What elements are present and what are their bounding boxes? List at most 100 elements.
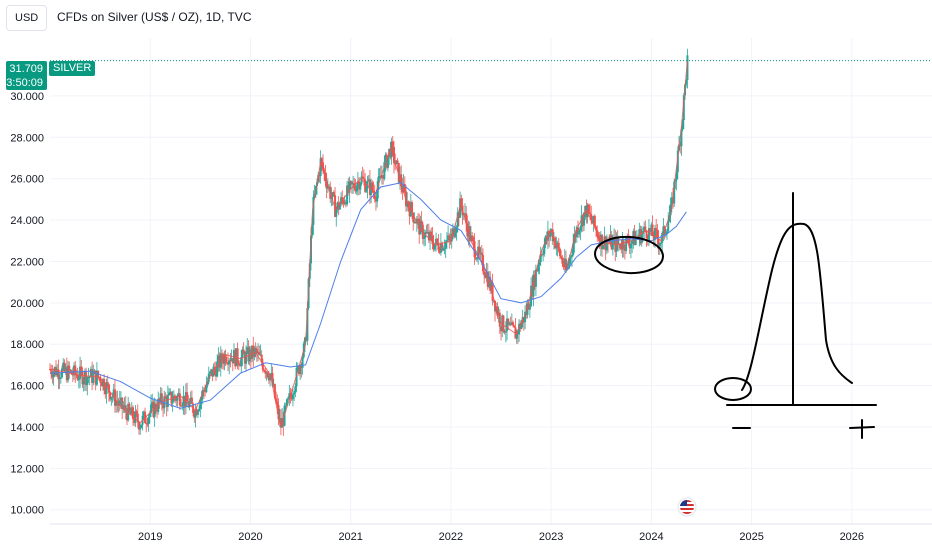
candle-body xyxy=(110,397,113,400)
candle-body xyxy=(607,242,610,244)
candle-body xyxy=(406,201,409,207)
candle-body xyxy=(584,205,587,213)
candle-body xyxy=(258,351,261,355)
candle-body xyxy=(225,362,228,364)
candle-body xyxy=(510,322,513,326)
candle-body xyxy=(455,227,458,233)
candle-body xyxy=(99,377,102,383)
candle-body xyxy=(107,384,110,393)
candle-body xyxy=(595,226,598,231)
candle-body xyxy=(489,277,492,291)
candle-body xyxy=(583,212,586,226)
candle-body xyxy=(267,377,270,381)
candle-body xyxy=(56,369,59,376)
candle-body xyxy=(442,248,445,251)
candle-body xyxy=(340,197,343,205)
candle-body xyxy=(323,169,326,173)
candle-body xyxy=(449,238,452,242)
candle-body xyxy=(412,212,415,223)
candle-body xyxy=(520,322,523,329)
candle-body xyxy=(433,244,436,250)
candle-body xyxy=(589,212,592,215)
candle-body xyxy=(92,373,95,383)
candle-body xyxy=(391,141,394,147)
candle-body xyxy=(403,183,406,192)
candle-body xyxy=(413,221,416,223)
candle-body xyxy=(52,371,55,378)
candle-body xyxy=(569,256,572,258)
candle-body xyxy=(580,215,583,227)
us-flag-icon[interactable] xyxy=(677,497,697,517)
candle-body xyxy=(69,370,72,372)
candle-body xyxy=(367,179,370,181)
candle-body xyxy=(628,243,631,249)
candle-body xyxy=(469,235,472,241)
candle-body xyxy=(130,407,133,415)
candle-body xyxy=(199,400,202,409)
candle-body xyxy=(680,129,683,147)
candle-body xyxy=(164,396,167,399)
candle-body xyxy=(272,384,275,386)
candle-body xyxy=(346,185,349,205)
candle-body xyxy=(439,243,442,253)
candle-body xyxy=(619,243,622,249)
candle-body xyxy=(266,372,269,378)
candle-body xyxy=(206,381,209,386)
candle-body xyxy=(373,192,376,199)
candle-body xyxy=(466,223,469,237)
candle-body xyxy=(532,274,535,297)
candle-body xyxy=(436,238,439,243)
candle-body xyxy=(454,232,457,237)
candle-body xyxy=(151,402,154,405)
candle-body xyxy=(210,369,213,372)
candle-body xyxy=(261,362,264,371)
candle-body xyxy=(227,362,230,365)
candle-body xyxy=(622,240,625,250)
candle-body xyxy=(655,228,658,231)
candle-body xyxy=(400,174,403,187)
candle-body xyxy=(507,318,510,325)
y-axis: 10.000 12.000 14.000 16.000 18.000 20.000 22.0… xyxy=(10,91,44,517)
candle-body xyxy=(121,397,124,410)
candle-body xyxy=(119,397,122,401)
candle-body xyxy=(124,405,127,412)
candle-body xyxy=(605,242,608,251)
candle-body xyxy=(621,240,624,250)
candle-body xyxy=(217,355,220,363)
candle-body xyxy=(426,231,429,233)
candle-body xyxy=(527,303,530,310)
candle-body xyxy=(443,248,446,250)
candle-body xyxy=(208,371,211,374)
candle-body xyxy=(74,365,77,375)
candle-body xyxy=(204,390,207,392)
candle-body xyxy=(377,177,380,190)
candle-body xyxy=(335,209,338,217)
candle-body xyxy=(686,55,689,80)
candle-body xyxy=(425,232,428,234)
candle-body xyxy=(593,215,596,227)
candle-body xyxy=(646,238,649,241)
candle-body xyxy=(58,378,61,380)
candle-body xyxy=(643,226,646,232)
candle-body xyxy=(358,181,361,190)
candle-body xyxy=(127,403,130,421)
candle-body xyxy=(88,376,91,378)
candle-body xyxy=(319,158,322,176)
candle-body xyxy=(123,405,126,408)
candle-body xyxy=(491,282,494,302)
candle-body xyxy=(240,357,243,367)
candle-body xyxy=(79,366,82,380)
candle-body xyxy=(631,240,634,244)
candle-body xyxy=(186,392,189,402)
candle-body xyxy=(332,192,335,196)
candle-body xyxy=(610,235,613,250)
currency-button[interactable]: USD xyxy=(6,5,48,31)
candle-body xyxy=(259,354,262,356)
candle-body xyxy=(49,369,51,371)
candle-body xyxy=(629,243,632,249)
candle-body xyxy=(625,237,628,251)
candle-body xyxy=(142,411,145,416)
last-price-value: 31.709 xyxy=(9,63,43,75)
candle-body xyxy=(245,351,248,364)
